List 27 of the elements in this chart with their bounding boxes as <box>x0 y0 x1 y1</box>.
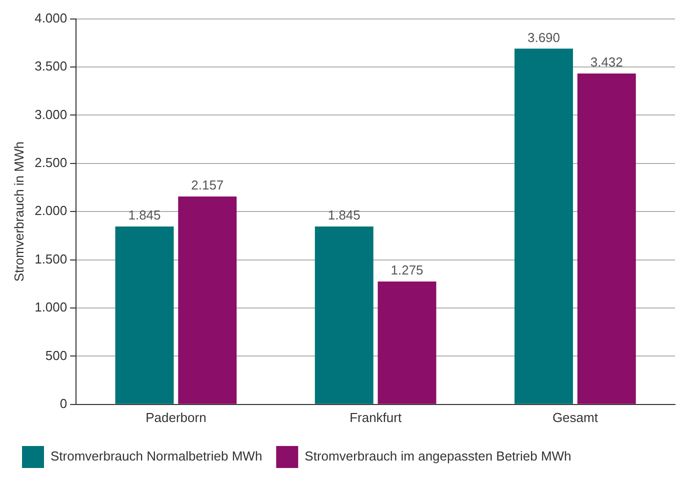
legend-label: Stromverbrauch Normalbetrieb MWh <box>50 448 262 464</box>
y-tick-label: 3.500 <box>34 58 68 74</box>
data-label: 1.275 <box>390 262 424 278</box>
y-tick-label: 0 <box>60 396 68 411</box>
y-axis-title: Stromverbrauch in MWh <box>11 142 26 282</box>
bar <box>115 226 174 404</box>
y-tick-label: 4.000 <box>34 10 68 26</box>
y-tick-label: 2.000 <box>34 203 68 218</box>
data-label: 3.690 <box>527 30 560 45</box>
data-label: 3.432 <box>590 54 623 70</box>
y-tick-label: 1.000 <box>34 300 68 315</box>
data-label: 1.845 <box>128 208 161 223</box>
bar <box>314 226 374 404</box>
bar <box>378 281 436 404</box>
y-tick-label: 3.000 <box>34 106 68 122</box>
x-tick-label: Paderborn <box>146 410 206 425</box>
data-label: 2.157 <box>191 178 224 193</box>
bar <box>178 196 237 404</box>
bar <box>514 48 573 404</box>
data-label: 1.845 <box>328 208 360 223</box>
x-tick-label: Gesamt <box>552 410 598 425</box>
legend-label: Stromverbrauch im angepassten Betrieb MWh <box>304 448 572 464</box>
y-tick-label: 500 <box>45 348 68 363</box>
bar <box>577 74 636 404</box>
y-tick-label: 2.500 <box>34 154 68 170</box>
y-tick-label: 1.500 <box>34 251 68 266</box>
x-tick-label: Frankfurt <box>350 410 402 425</box>
